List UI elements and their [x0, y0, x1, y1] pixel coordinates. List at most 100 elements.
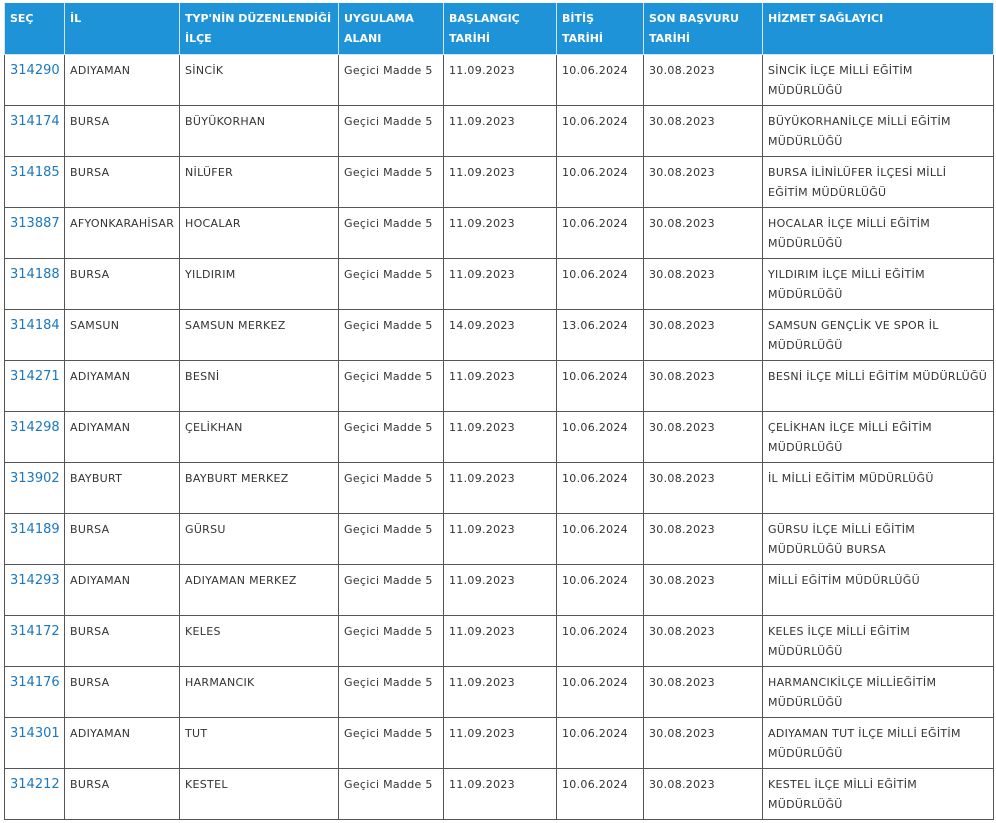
- cell: 10.06.2024: [556, 768, 644, 820]
- cell: Geçici Madde 5: [338, 156, 444, 208]
- cell: MİLLİ EĞİTİM MÜDÜRLÜĞÜ: [762, 564, 994, 616]
- cell: Geçici Madde 5: [338, 360, 444, 412]
- cell: 30.08.2023: [643, 156, 763, 208]
- select-link[interactable]: 314212: [10, 777, 60, 792]
- cell: 314185: [4, 156, 65, 208]
- cell: 314176: [4, 666, 65, 718]
- cell: 314290: [4, 54, 65, 106]
- cell: YILDIRIM İLÇE MİLLİ EĞİTİM MÜDÜRLÜĞÜ: [762, 258, 994, 310]
- header-row: SEÇ İL TYP'NİN DÜZENLENDİĞİ İLÇE UYGULAMA A…: [4, 3, 994, 55]
- cell: BAYBURT: [64, 462, 180, 514]
- cell: ADIYAMAN: [64, 717, 180, 769]
- cell: 10.06.2024: [556, 156, 644, 208]
- select-link[interactable]: 314188: [10, 267, 60, 282]
- cell: 30.08.2023: [643, 462, 763, 514]
- cell: 10.06.2024: [556, 564, 644, 616]
- column-header: BAŞLANGIÇ TARİHİ: [443, 3, 557, 55]
- cell: Geçici Madde 5: [338, 54, 444, 106]
- cell: BURSA: [64, 666, 180, 718]
- cell: Geçici Madde 5: [338, 615, 444, 667]
- table-row: 314185 BURSA NİLÜFER Geçici Madde 5 11.09.20…: [4, 156, 994, 208]
- cell: SAMSUN GENÇLİK VE SPOR İL MÜDÜRLÜĞÜ: [762, 309, 994, 361]
- cell: Geçici Madde 5: [338, 717, 444, 769]
- cell: BESNİ: [179, 360, 339, 412]
- cell: GÜRSU: [179, 513, 339, 565]
- cell: BÜYÜKORHAN: [179, 105, 339, 157]
- select-link[interactable]: 314301: [10, 726, 60, 741]
- table-row: 314290 ADIYAMAN SİNCİK Geçici Madde 5 11.09.…: [4, 54, 994, 106]
- cell: İL MİLLİ EĞİTİM MÜDÜRLÜĞÜ: [762, 462, 994, 514]
- cell: 30.08.2023: [643, 360, 763, 412]
- table-row: 313887 AFYONKARAHİSAR HOCALAR Geçici Madde …: [4, 207, 994, 259]
- table-container: SEÇ İL TYP'NİN DÜZENLENDİĞİ İLÇE UYGULAMA A…: [4, 3, 994, 820]
- cell: 314212: [4, 768, 65, 820]
- table-row: 314293 ADIYAMAN ADIYAMAN MERKEZ Geçici Madd…: [4, 564, 994, 616]
- cell: 11.09.2023: [443, 411, 557, 463]
- cell: 313902: [4, 462, 65, 514]
- table-row: 314189 BURSA GÜRSU Geçici Madde 5 11.09.2023…: [4, 513, 994, 565]
- cell: BESNİ İLÇE MİLLİ EĞİTİM MÜDÜRLÜĞÜ: [762, 360, 994, 412]
- cell: HARMANCIK: [179, 666, 339, 718]
- select-link[interactable]: 314290: [10, 63, 60, 78]
- cell: NİLÜFER: [179, 156, 339, 208]
- select-link[interactable]: 313902: [10, 471, 60, 486]
- cell: 10.06.2024: [556, 717, 644, 769]
- cell: ÇELİKHAN İLÇE MİLLİ EĞİTİM MÜDÜRLÜĞÜ: [762, 411, 994, 463]
- cell: 11.09.2023: [443, 666, 557, 718]
- select-link[interactable]: 314185: [10, 165, 60, 180]
- column-header: SEÇ: [4, 3, 65, 55]
- select-link[interactable]: 313887: [10, 216, 60, 231]
- cell: 10.06.2024: [556, 207, 644, 259]
- select-link[interactable]: 314172: [10, 624, 60, 639]
- cell: 14.09.2023: [443, 309, 557, 361]
- cell: Geçici Madde 5: [338, 666, 444, 718]
- cell: ADIYAMAN: [64, 54, 180, 106]
- cell: 10.06.2024: [556, 258, 644, 310]
- cell: ADIYAMAN: [64, 360, 180, 412]
- cell: HOCALAR: [179, 207, 339, 259]
- cell: 314298: [4, 411, 65, 463]
- table-row: 314172 BURSA KELES Geçici Madde 5 11.09.2023…: [4, 615, 994, 667]
- table-row: 314176 BURSA HARMANCIK Geçici Madde 5 11.09.…: [4, 666, 994, 718]
- cell: BURSA: [64, 258, 180, 310]
- table-row: 314298 ADIYAMAN ÇELİKHAN Geçici Madde 5 11.0…: [4, 411, 994, 463]
- cell: SAMSUN MERKEZ: [179, 309, 339, 361]
- cell: 11.09.2023: [443, 156, 557, 208]
- cell: HARMANCIKİLÇE MİLLİEĞİTİM MÜDÜRLÜĞÜ: [762, 666, 994, 718]
- select-link[interactable]: 314184: [10, 318, 60, 333]
- cell: BURSA: [64, 768, 180, 820]
- cell: 11.09.2023: [443, 615, 557, 667]
- cell: BURSA: [64, 615, 180, 667]
- cell: 13.06.2024: [556, 309, 644, 361]
- cell: 11.09.2023: [443, 54, 557, 106]
- select-link[interactable]: 314271: [10, 369, 60, 384]
- table-row: 314301 ADIYAMAN TUT Geçici Madde 5 11.09.202…: [4, 717, 994, 769]
- cell: Geçici Madde 5: [338, 309, 444, 361]
- cell: 30.08.2023: [643, 615, 763, 667]
- cell: 314293: [4, 564, 65, 616]
- column-header: BİTİŞ TARİHİ: [556, 3, 644, 55]
- table-body: 314290 ADIYAMAN SİNCİK Geçici Madde 5 11.09.…: [4, 54, 994, 820]
- cell: 11.09.2023: [443, 768, 557, 820]
- results-table: SEÇ İL TYP'NİN DÜZENLENDİĞİ İLÇE UYGULAMA A…: [4, 3, 994, 820]
- cell: KESTEL: [179, 768, 339, 820]
- cell: 30.08.2023: [643, 411, 763, 463]
- cell: 30.08.2023: [643, 105, 763, 157]
- cell: 11.09.2023: [443, 564, 557, 616]
- column-header: İL: [64, 3, 180, 55]
- cell: 314189: [4, 513, 65, 565]
- select-link[interactable]: 314174: [10, 114, 60, 129]
- cell: 30.08.2023: [643, 309, 763, 361]
- cell: 11.09.2023: [443, 105, 557, 157]
- select-link[interactable]: 314298: [10, 420, 60, 435]
- cell: Geçici Madde 5: [338, 513, 444, 565]
- column-header: SON BAŞVURU TARİHİ: [643, 3, 763, 55]
- cell: SAMSUN: [64, 309, 180, 361]
- select-link[interactable]: 314176: [10, 675, 60, 690]
- cell: 314174: [4, 105, 65, 157]
- select-link[interactable]: 314189: [10, 522, 60, 537]
- select-link[interactable]: 314293: [10, 573, 60, 588]
- cell: 10.06.2024: [556, 54, 644, 106]
- cell: ADIYAMAN: [64, 411, 180, 463]
